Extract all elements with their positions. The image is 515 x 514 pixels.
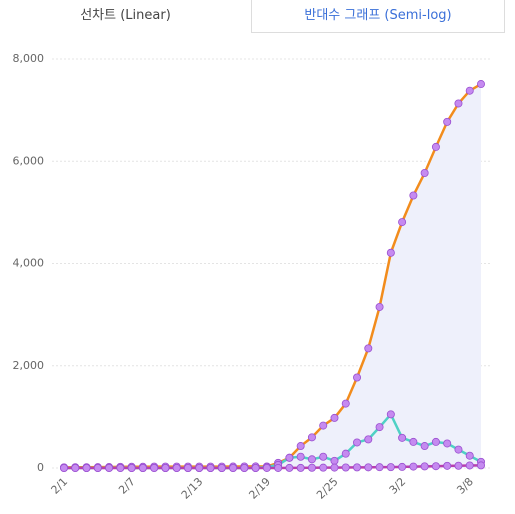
data-point <box>353 438 362 447</box>
x-tick-label: 3/8 <box>454 475 476 497</box>
data-point <box>386 410 395 419</box>
data-point <box>386 248 395 257</box>
data-point <box>71 463 80 472</box>
data-point <box>217 463 226 472</box>
data-point <box>465 451 474 460</box>
tab[interactable]: 반대수 그래프 (Semi-log) <box>251 0 505 33</box>
tab[interactable]: 선차트 (Linear) <box>0 0 251 33</box>
data-point <box>454 99 463 108</box>
data-point <box>375 463 384 472</box>
data-point <box>353 373 362 382</box>
data-point <box>431 142 440 151</box>
data-point <box>409 462 418 471</box>
data-point <box>195 463 204 472</box>
x-tick-label: 2/1 <box>49 475 71 497</box>
data-point <box>307 433 316 442</box>
data-point <box>183 463 192 472</box>
data-point <box>307 455 316 464</box>
data-point <box>386 463 395 472</box>
data-point <box>443 439 452 448</box>
data-point <box>319 452 328 461</box>
data-point <box>443 117 452 126</box>
data-point <box>330 463 339 472</box>
data-point <box>138 463 147 472</box>
data-point <box>364 435 373 444</box>
data-point <box>431 462 440 471</box>
data-point <box>420 169 429 178</box>
data-point <box>307 463 316 472</box>
y-tick-label: 4,000 <box>13 257 45 270</box>
data-point <box>443 461 452 470</box>
y-tick-label: 8,000 <box>13 52 45 65</box>
data-point <box>431 437 440 446</box>
data-point <box>398 218 407 227</box>
data-point <box>465 461 474 470</box>
data-point <box>454 461 463 470</box>
data-point <box>398 462 407 471</box>
data-point <box>409 191 418 200</box>
data-point <box>454 445 463 454</box>
data-point <box>60 463 69 472</box>
x-tick-label: 2/19 <box>246 475 273 502</box>
data-point <box>341 463 350 472</box>
data-point <box>161 463 170 472</box>
data-point <box>296 452 305 461</box>
data-point <box>105 463 114 472</box>
data-point <box>330 456 339 465</box>
data-point <box>251 463 260 472</box>
data-point <box>330 413 339 422</box>
data-point <box>93 463 102 472</box>
data-point <box>206 463 215 472</box>
data-point <box>476 461 485 470</box>
x-tick-label: 3/2 <box>387 475 409 497</box>
data-point <box>341 399 350 408</box>
x-tick-label: 2/25 <box>314 475 341 502</box>
data-point <box>285 453 294 462</box>
data-point <box>296 442 305 451</box>
data-point <box>262 463 271 472</box>
x-tick-label: 2/7 <box>116 475 138 497</box>
data-point <box>319 463 328 472</box>
data-point <box>116 463 125 472</box>
data-point <box>420 442 429 451</box>
data-point <box>476 80 485 89</box>
data-point <box>375 423 384 432</box>
data-point <box>229 463 238 472</box>
area <box>64 84 481 469</box>
y-tick-label: 2,000 <box>13 359 45 372</box>
data-point <box>465 86 474 95</box>
data-point <box>274 463 283 472</box>
data-point <box>375 302 384 311</box>
data-point <box>172 463 181 472</box>
y-tick-label: 6,000 <box>13 154 45 167</box>
x-tick-label: 2/13 <box>179 475 206 502</box>
data-point <box>420 462 429 471</box>
data-point <box>240 463 249 472</box>
data-point <box>341 449 350 458</box>
data-point <box>353 463 362 472</box>
data-point <box>364 463 373 472</box>
data-point <box>296 463 305 472</box>
data-point <box>409 437 418 446</box>
data-point <box>127 463 136 472</box>
data-point <box>285 463 294 472</box>
data-point <box>150 463 159 472</box>
data-point <box>319 421 328 430</box>
y-tick-label: 0 <box>37 461 44 474</box>
data-point <box>364 344 373 353</box>
data-point <box>398 433 407 442</box>
data-point <box>82 463 91 472</box>
